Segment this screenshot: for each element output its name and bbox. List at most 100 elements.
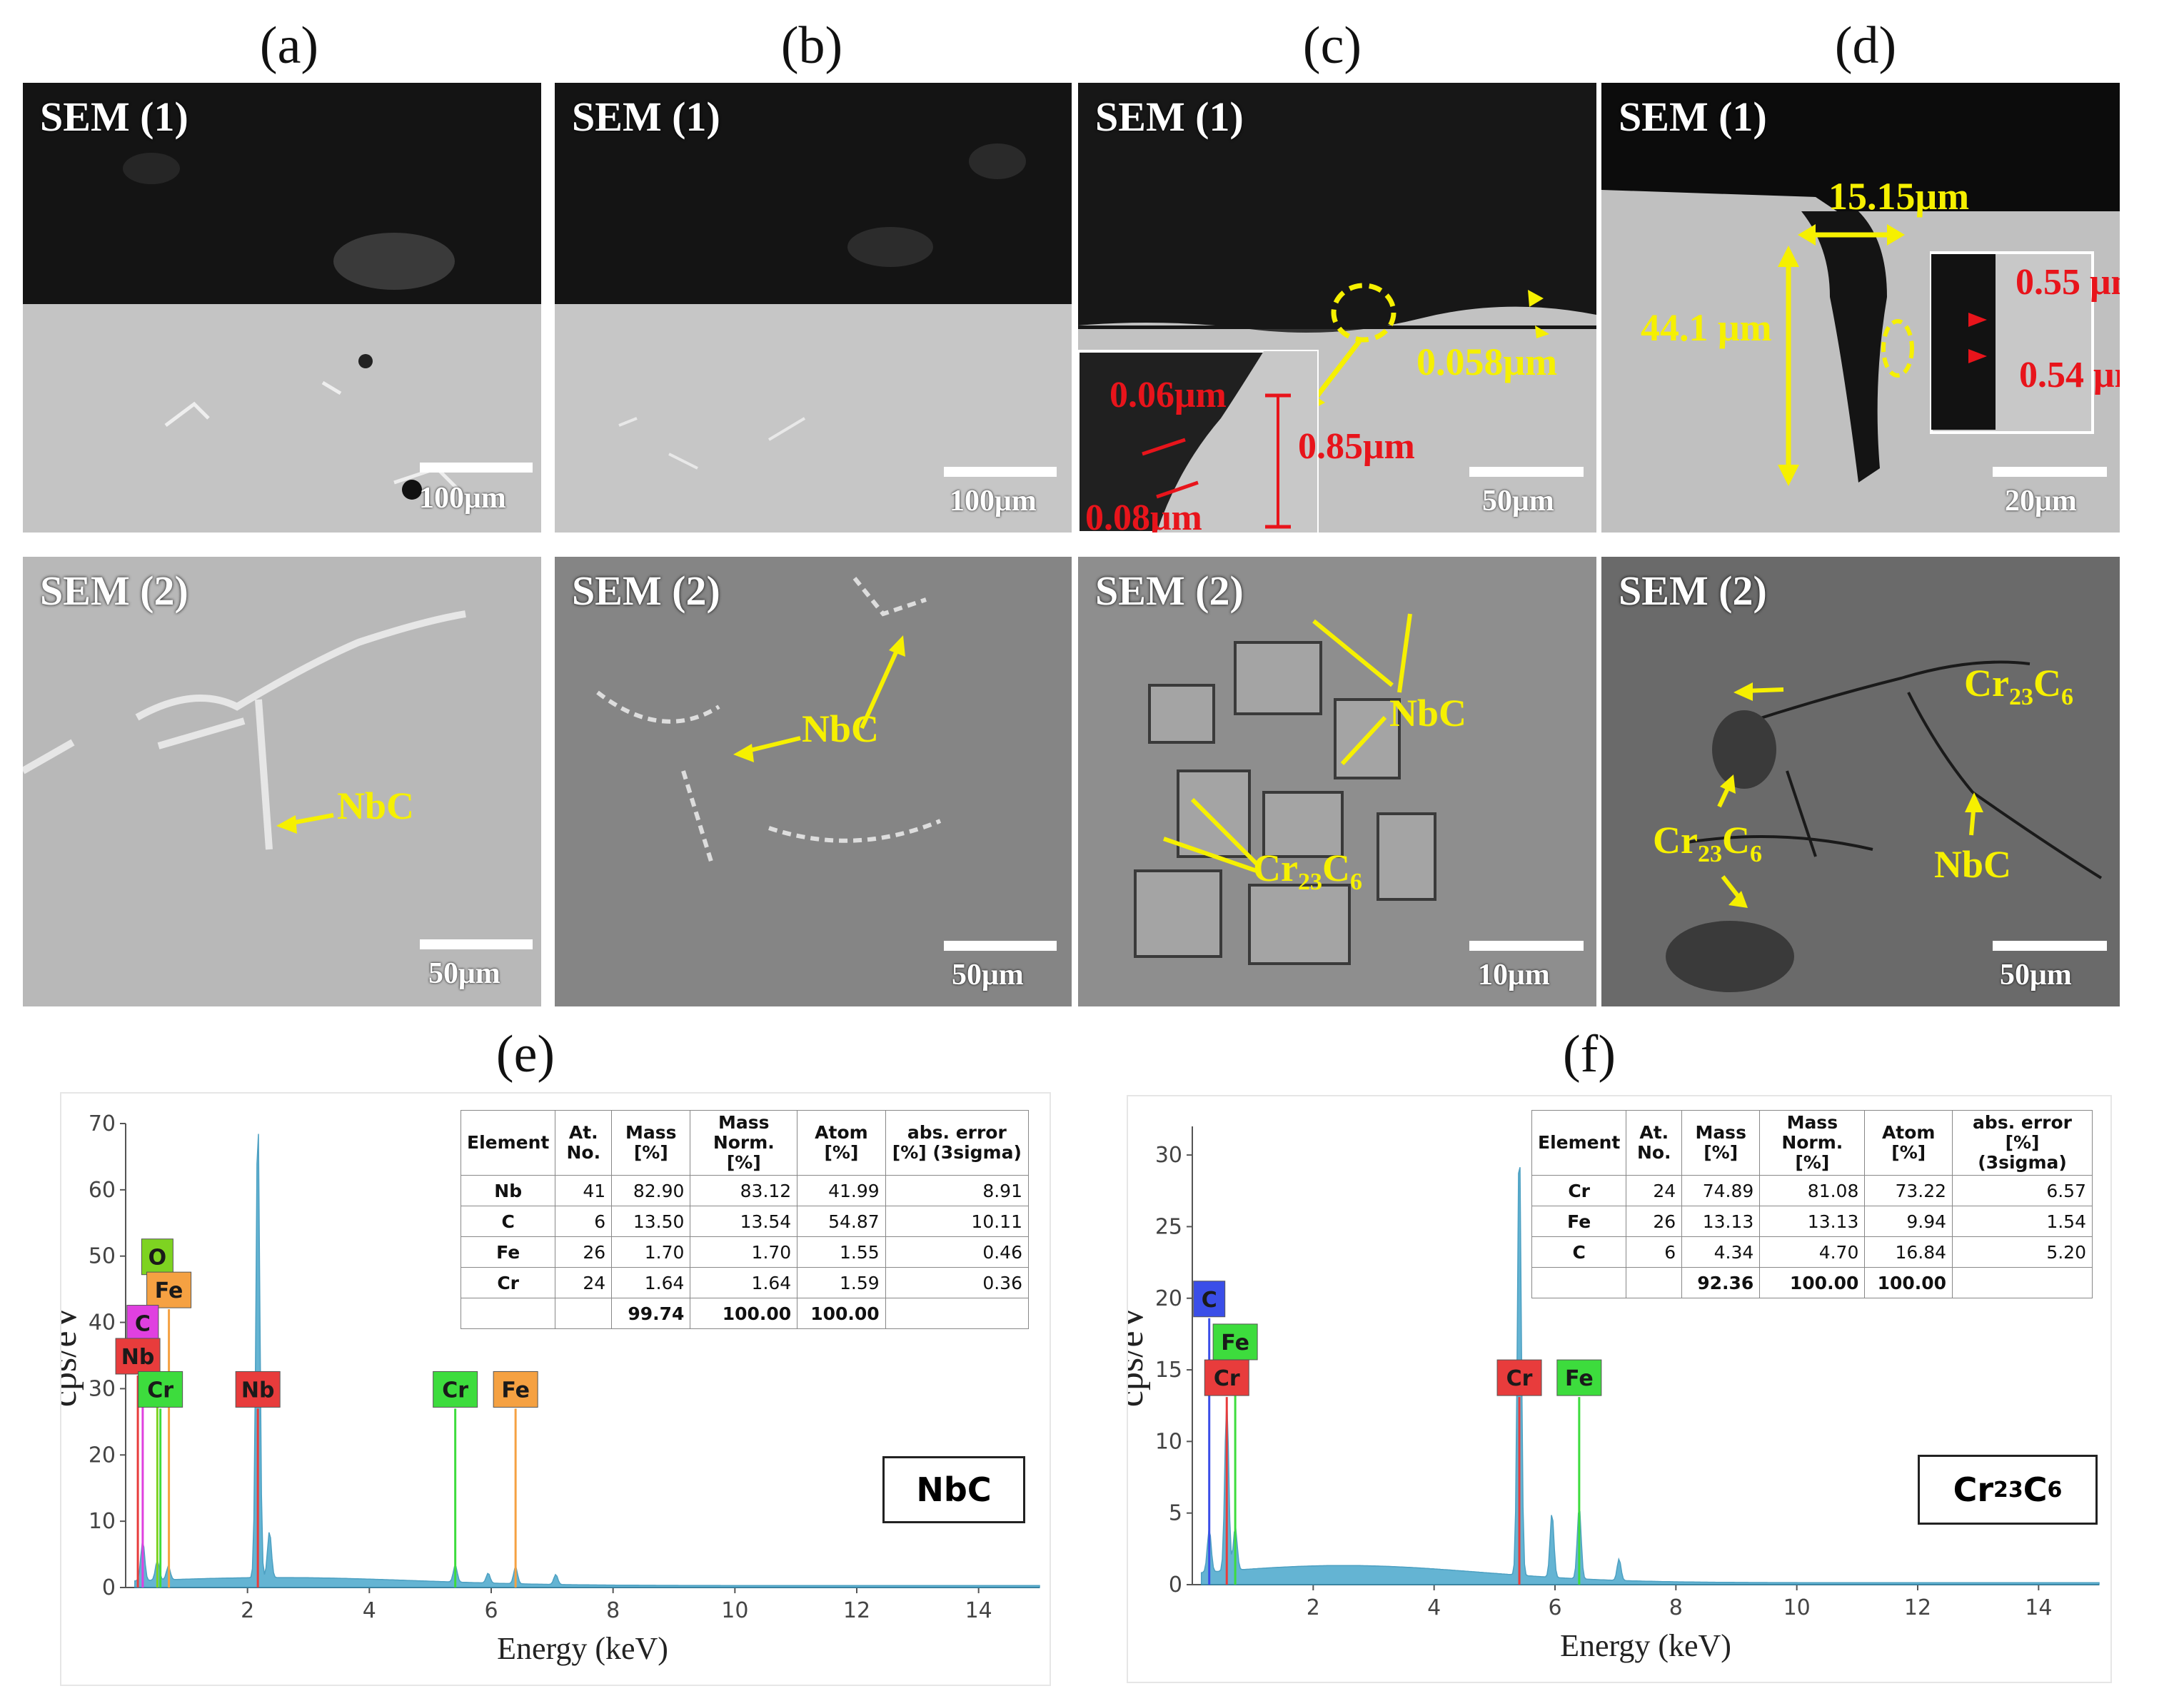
table-cell: Nb — [460, 1175, 556, 1206]
eds-table-e: Element At. No. Mass [%] Mass Norm. [%] … — [460, 1110, 1030, 1329]
scale-bar — [1469, 467, 1584, 477]
annotation-width-055: 0.55 μm — [2016, 262, 2120, 303]
element-label-box — [1496, 1359, 1542, 1396]
annotation-nbc: NbC — [1389, 692, 1467, 735]
table-header: Mass Norm. [%] — [1759, 1110, 1866, 1176]
scale-bar — [1993, 941, 2107, 951]
spectrum-area — [1200, 1167, 2100, 1585]
table-cell: 99.74 — [611, 1298, 691, 1329]
table-cell: 74.89 — [1681, 1175, 1761, 1206]
sem-image-c1: SEM (1) 0.058μm 0.06μm 0.85μm 0.08μm 50μ… — [1078, 83, 1596, 533]
annotation-crack-width: 15.15μm — [1828, 175, 1970, 218]
table-row: C 6 4.34 4.70 16.84 5.20 — [1531, 1236, 2093, 1268]
x-tick-label: 14 — [965, 1598, 992, 1623]
element-label-text: Fe — [1221, 1331, 1249, 1356]
table-cell — [885, 1298, 1030, 1329]
annotation-cr23c6: Cr23C6 — [1253, 847, 1362, 895]
y-tick-label: 0 — [1169, 1573, 1182, 1598]
table-cell: 1.64 — [611, 1267, 691, 1298]
sem-title: SEM (2) — [572, 567, 720, 614]
x-tick-label: 2 — [241, 1598, 254, 1623]
table-cell: 54.87 — [797, 1206, 886, 1237]
element-label-text: Cr — [147, 1378, 173, 1403]
annotation-crack-depth: 44.1 μm — [1641, 306, 1772, 349]
x-tick-label: 10 — [1783, 1595, 1811, 1620]
x-tick-label: 14 — [2025, 1595, 2052, 1620]
element-label: Cr — [1204, 1359, 1249, 1396]
phase-label-cr23c6: Cr 23 C 6 — [1918, 1455, 2098, 1525]
annotation-cr23c6-top: Cr23C6 — [1964, 662, 2073, 710]
sem-image-c1-graphic — [1078, 83, 1596, 533]
table-cell: 100.00 — [1864, 1267, 1953, 1298]
element-label: Fe — [493, 1371, 538, 1408]
table-row: Fe 26 13.13 13.13 9.94 1.54 — [1531, 1206, 2093, 1237]
scale-bar — [420, 939, 533, 949]
table-cell — [460, 1298, 556, 1329]
scale-bar — [944, 941, 1057, 951]
table-header: abs. error [%] (3sigma) — [885, 1110, 1030, 1176]
y-tick-label: 0 — [102, 1575, 116, 1600]
element-label-text: O — [149, 1246, 167, 1271]
table-header: abs. error [%] (3sigma) — [1952, 1110, 2093, 1176]
table-header: Element — [460, 1110, 556, 1176]
table-cell: 1.59 — [797, 1267, 886, 1298]
table-cell — [1626, 1267, 1683, 1298]
annotation-thickness-085: 0.85μm — [1298, 426, 1415, 467]
table-cell: 8.91 — [885, 1175, 1030, 1206]
annotation-cr23c6-left: Cr23C6 — [1653, 819, 1762, 867]
y-axis-label: cps/eV — [61, 1304, 84, 1407]
panel-label-f: (f) — [1563, 1025, 1616, 1084]
sem-image-c2: SEM (2) NbC Cr23C6 10μm — [1078, 557, 1596, 1006]
element-label-box — [235, 1371, 281, 1408]
sem-image-d2: SEM (2) Cr23C6 Cr23C6 NbC 50μm — [1601, 557, 2120, 1006]
x-tick-label: 12 — [843, 1598, 870, 1623]
scale-bar — [420, 463, 533, 473]
sem-image-d1-graphic — [1601, 83, 2120, 533]
sem-title: SEM (1) — [40, 94, 188, 140]
table-header: Mass [%] — [611, 1110, 691, 1176]
sem-title: SEM (2) — [1095, 567, 1244, 614]
sem-image-b1: SEM (1) 100μm — [555, 83, 1072, 533]
table-cell: 4.34 — [1681, 1236, 1761, 1268]
x-tick-label: 4 — [363, 1598, 376, 1623]
sem-image-a1-graphic — [23, 83, 541, 533]
annotation-nbc: NbC — [337, 784, 415, 827]
table-cell: Fe — [460, 1236, 556, 1268]
element-label: Nb — [115, 1338, 161, 1375]
annotation-width-054: 0.54 μm — [2019, 355, 2120, 395]
panel-label-a: (a) — [259, 16, 319, 75]
table-cell: 24 — [1626, 1175, 1683, 1206]
table-cell: 1.54 — [1952, 1206, 2093, 1237]
sem-image-b1-graphic — [555, 83, 1072, 533]
element-label-text: Nb — [121, 1345, 155, 1370]
element-label-text: Cr — [442, 1378, 468, 1403]
table-cell: 6 — [1626, 1236, 1683, 1268]
sem-image-d1: SEM (1) 15.15μm 44.1 μm 0.55 μm 0.54 μm … — [1601, 83, 2120, 533]
element-label: Fe — [146, 1271, 192, 1308]
table-cell: Fe — [1531, 1206, 1627, 1237]
table-cell: 26 — [1626, 1206, 1683, 1237]
sem-title: SEM (1) — [1619, 94, 1767, 140]
annotation-nbc: NbC — [1934, 843, 2012, 886]
sem-title: SEM (2) — [40, 567, 188, 614]
sem-image-b2-graphic — [555, 557, 1072, 1006]
y-tick-label: 30 — [1155, 1143, 1182, 1168]
element-label-box — [1556, 1359, 1602, 1396]
sem-image-a2: SEM (2) NbC 50μm — [23, 557, 541, 1006]
table-cell: 13.54 — [690, 1206, 798, 1237]
element-label-text: C — [1202, 1288, 1217, 1313]
y-tick-label: 70 — [89, 1111, 116, 1136]
element-label-box — [1193, 1281, 1226, 1318]
x-tick-label: 6 — [484, 1598, 498, 1623]
table-cell — [1531, 1267, 1627, 1298]
table-cell: 5.20 — [1952, 1236, 2093, 1268]
sem-image-d2-graphic — [1601, 557, 2120, 1006]
element-label-text: Cr — [1506, 1366, 1533, 1391]
y-tick-label: 20 — [89, 1443, 116, 1468]
table-header: Mass [%] — [1681, 1110, 1761, 1176]
table-cell: Cr — [460, 1267, 556, 1298]
element-label-text: Fe — [155, 1278, 183, 1303]
element-label: Cr — [138, 1371, 183, 1408]
element-label-box — [146, 1271, 192, 1308]
